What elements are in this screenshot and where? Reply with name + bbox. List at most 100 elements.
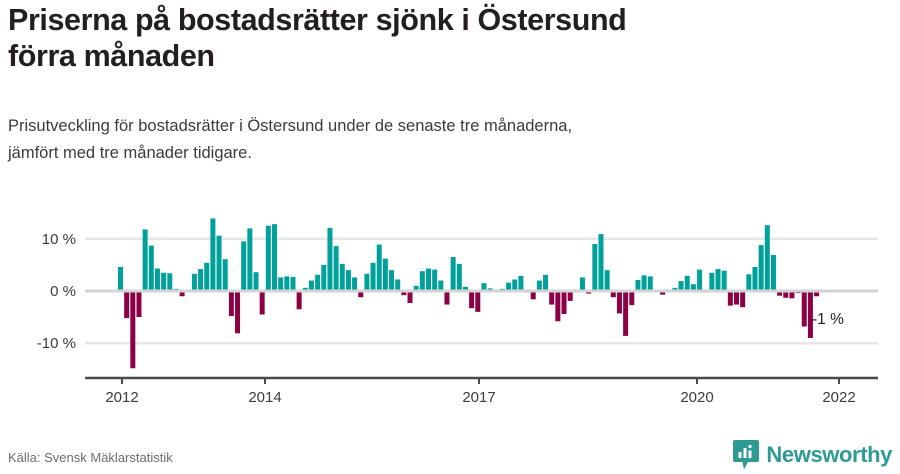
value-annotation: -1 % [812,311,844,328]
x-axis: 2012 2014 2017 2020 2022 [85,376,878,406]
y-axis-labels: 10 % 0 % -10 % [37,231,76,352]
bar [610,291,616,298]
page-title: Priserna på bostadsrätter sjönk i Östers… [8,3,627,73]
bar [376,244,382,291]
bar [290,276,296,291]
bar [161,272,167,291]
bar [629,291,635,306]
bar [770,254,776,291]
bar [395,279,401,291]
bar [518,275,524,291]
source-note: Källa: Svensk Mäklarstatistik [8,450,173,465]
bar [641,275,647,291]
bar [660,291,666,295]
bar [462,286,468,291]
bar [709,272,715,291]
bar [555,291,561,322]
last-value-annotation: -1 % [812,311,844,328]
bar [407,291,413,304]
bar [235,291,241,334]
bar [561,291,567,314]
bar [635,280,641,291]
bar [333,246,339,291]
bar-chart-pin-icon [733,440,760,470]
bar [272,224,277,291]
bar [752,266,758,291]
bar [339,263,345,291]
x-axis-tick-label: 2012 [105,389,138,406]
bar [265,225,271,291]
bar [567,291,573,301]
bar [179,291,185,297]
bar [512,279,518,291]
bar [740,291,746,308]
bar [124,291,130,319]
bar [315,274,321,291]
bar [247,228,253,291]
bar [616,291,622,314]
bar [308,280,314,291]
bar [167,273,173,291]
bar [370,262,376,291]
bar [481,283,487,291]
y-axis-tick-label: 10 % [42,231,76,248]
bar [259,291,265,315]
bar [204,262,210,291]
bar [438,280,444,291]
bar [382,258,388,291]
bar [321,264,327,291]
bar [302,287,308,291]
bar [758,245,764,291]
bar [697,269,703,291]
bar [118,266,123,291]
bar [801,291,807,327]
bar [401,291,407,296]
bar [721,270,727,291]
bar [592,244,598,291]
bar [345,270,351,291]
bar [727,291,733,306]
bar [647,276,653,291]
bar [456,263,462,291]
bar [444,291,450,305]
bar [327,227,333,291]
bar [148,245,154,291]
bar [413,285,419,291]
y-axis-tick-label: 0 % [50,283,76,300]
bar [530,291,536,300]
bar [783,291,789,298]
bar [419,271,425,291]
bar [222,259,228,291]
bar [136,291,142,318]
bar [130,291,136,369]
bar [678,281,684,291]
bar [364,273,370,291]
bar [432,269,438,291]
bar [734,291,739,305]
bar [469,291,475,309]
bar [358,291,364,298]
x-axis-tick-label: 2020 [680,389,713,406]
bar [764,225,770,291]
bar [746,274,752,291]
bar [389,270,395,291]
x-axis-tick-label: 2022 [822,389,855,406]
x-axis-tick-label: 2014 [248,389,281,406]
brand-name: Newsworthy [766,442,892,467]
bar [549,291,555,305]
bar [191,273,197,291]
bar [604,270,610,291]
bar [506,282,512,291]
bar [284,276,290,291]
bar [543,274,549,291]
bar [777,291,783,296]
bar [296,291,302,310]
bar [814,291,820,297]
bar [789,291,795,299]
bar [807,291,813,338]
bar [241,241,247,291]
bar [216,235,222,291]
bar [623,291,629,336]
